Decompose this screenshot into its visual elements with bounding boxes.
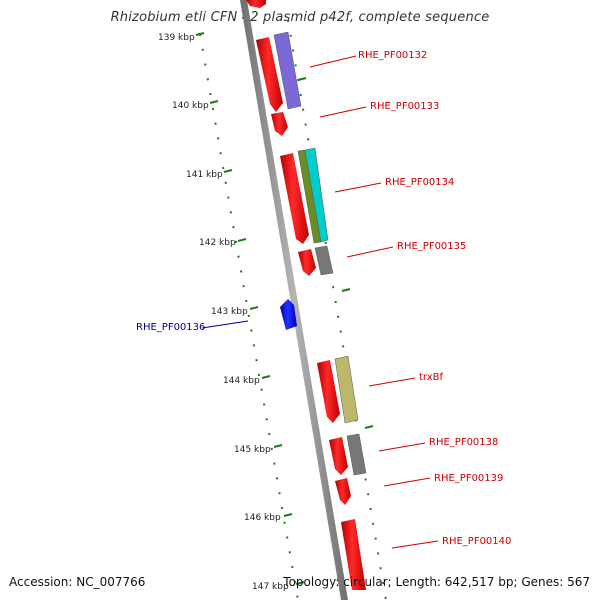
scale-ticks	[195, 32, 374, 585]
scale-label: 144 kbp	[223, 376, 260, 386]
scale-tick	[237, 238, 247, 242]
scale-tick	[195, 32, 205, 36]
gene-arrow-RHE_PF00135[interactable]	[298, 249, 316, 276]
leader-line	[368, 377, 416, 387]
gene-label[interactable]: RHE_PF00134	[385, 177, 454, 188]
scale-label: 146 kbp	[244, 513, 281, 523]
plasmid-backbone	[240, 0, 348, 600]
cog-bars	[273, 31, 367, 476]
scale-label: 145 kbp	[234, 445, 271, 455]
leader-line	[346, 246, 394, 258]
leader-line	[383, 477, 431, 487]
scale-tick	[295, 581, 305, 585]
scale-label: 139 kbp	[158, 33, 195, 43]
leader-line	[201, 320, 249, 329]
gene-arrow-RHE_PF00134[interactable]	[280, 153, 309, 244]
scale-label: 140 kbp	[172, 101, 209, 111]
gene-arrow-RHE_PF00133[interactable]	[271, 112, 288, 136]
scale-tick	[283, 513, 293, 517]
accession-text: Accession: NC_007766	[9, 575, 146, 589]
gene-arrow-RHE_PF00132[interactable]	[256, 37, 283, 112]
outer-tick	[341, 288, 351, 292]
gene-label[interactable]: RHE_PF00136	[136, 322, 205, 333]
gene-label[interactable]: RHE_PF00139	[434, 473, 503, 484]
scale-label: 142 kbp	[199, 238, 236, 248]
scale-tick	[249, 306, 259, 310]
gene-label[interactable]: RHE_PF00135	[397, 241, 466, 252]
forward-genes	[246, 0, 366, 590]
leader-line	[309, 55, 357, 68]
outer-tick	[297, 77, 307, 81]
topology-stats: Topology: circular; Length: 642,517 bp; …	[283, 575, 590, 589]
map-title: Rhizobium etli CFN 42 plasmid p42f, comp…	[110, 10, 490, 25]
scale-label: 143 kbp	[211, 307, 248, 317]
gene-label[interactable]: RHE_PF00132	[358, 50, 427, 61]
gene-label[interactable]: RHE_PF00140	[442, 536, 511, 547]
gene-arrow-RHE_PF00138[interactable]	[329, 437, 348, 475]
leader-line	[378, 442, 426, 452]
gene-arrow-RHE_PF00136[interactable]	[280, 299, 297, 330]
leader-line	[391, 540, 439, 549]
gene-arrow-RHE_PF00140[interactable]	[341, 519, 366, 590]
gene-label[interactable]: trxBf	[419, 372, 444, 383]
scale-label: 147 kbp	[252, 582, 289, 592]
gene-arrow-trxBf[interactable]	[317, 360, 340, 423]
leader-line	[319, 106, 367, 118]
scale-tick	[261, 375, 271, 379]
cog-bar-grey	[314, 245, 334, 276]
gene-arrow-partial[interactable]	[246, 0, 266, 8]
scale-tick	[209, 100, 219, 104]
leader-line	[334, 182, 382, 193]
cog-bar-grey	[346, 433, 367, 476]
gene-label[interactable]: RHE_PF00133	[370, 101, 439, 112]
scale-tick	[273, 444, 283, 448]
outer-tick	[364, 425, 374, 429]
cog-bar-purple	[273, 31, 302, 110]
gene-label[interactable]: RHE_PF00138	[429, 437, 498, 448]
cog-bar-cyan	[304, 147, 329, 243]
gene-arrow-RHE_PF00139[interactable]	[335, 478, 351, 505]
scale-tick	[223, 169, 233, 173]
scale-label: 141 kbp	[186, 170, 223, 180]
cog-bar-khaki	[334, 355, 359, 424]
